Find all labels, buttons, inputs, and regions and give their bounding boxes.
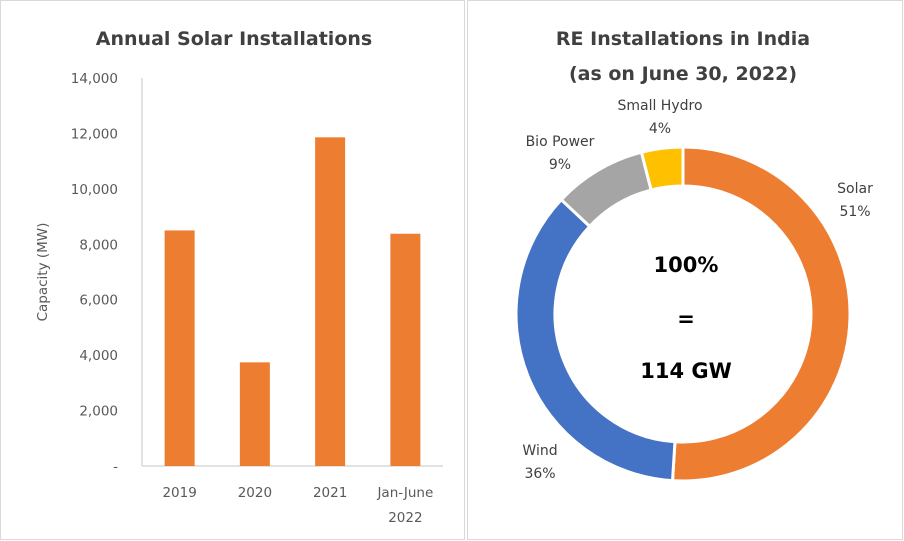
y-tick-label: 14,000 [71, 71, 118, 87]
slice-wind [514, 197, 677, 483]
y-tick-label: 2,000 [79, 404, 118, 420]
bar-chart-panel [0, 0, 465, 540]
donut-center-percent: 100% [654, 253, 719, 277]
bar-2021 [315, 137, 346, 466]
slice-label: Bio Power [526, 134, 595, 150]
y-tick-label: 6,000 [79, 293, 118, 309]
y-tick-label: 10,000 [71, 182, 118, 198]
x-tick-label: Jan-June [376, 485, 433, 501]
slice-value-label: 9% [549, 157, 571, 173]
x-tick-label: 2020 [238, 485, 272, 501]
y-tick-label: - [113, 459, 118, 475]
y-tick-label: 8,000 [79, 237, 118, 253]
bar-chart-title: Annual Solar Installations [96, 28, 372, 50]
x-tick-label: 2022 [388, 510, 422, 526]
donut-title-line-1: RE Installations in India [556, 28, 810, 50]
slice-value-label: 36% [524, 466, 555, 482]
bar-2020 [239, 362, 270, 466]
donut-title-line-2: (as on June 30, 2022) [569, 63, 797, 85]
y-tick-label: 4,000 [79, 348, 118, 364]
slice-label: Solar [837, 181, 873, 197]
slice-value-label: 51% [839, 204, 870, 220]
y-tick-label: 12,000 [71, 126, 118, 142]
slice-label: Small Hydro [617, 98, 702, 114]
bar-jan-june-2022 [390, 233, 421, 466]
slice-small-hydro [639, 145, 685, 192]
donut-center-total: 114 GW [640, 359, 732, 383]
x-tick-label: 2021 [313, 485, 347, 501]
slice-solar [670, 145, 852, 483]
slice-value-label: 4% [649, 121, 671, 137]
donut-center-equals: = [677, 307, 695, 331]
bar-2019 [164, 230, 195, 466]
y-axis-label: Capacity (MW) [35, 223, 51, 322]
slice-label: Wind [522, 443, 557, 459]
x-tick-label: 2019 [162, 485, 196, 501]
